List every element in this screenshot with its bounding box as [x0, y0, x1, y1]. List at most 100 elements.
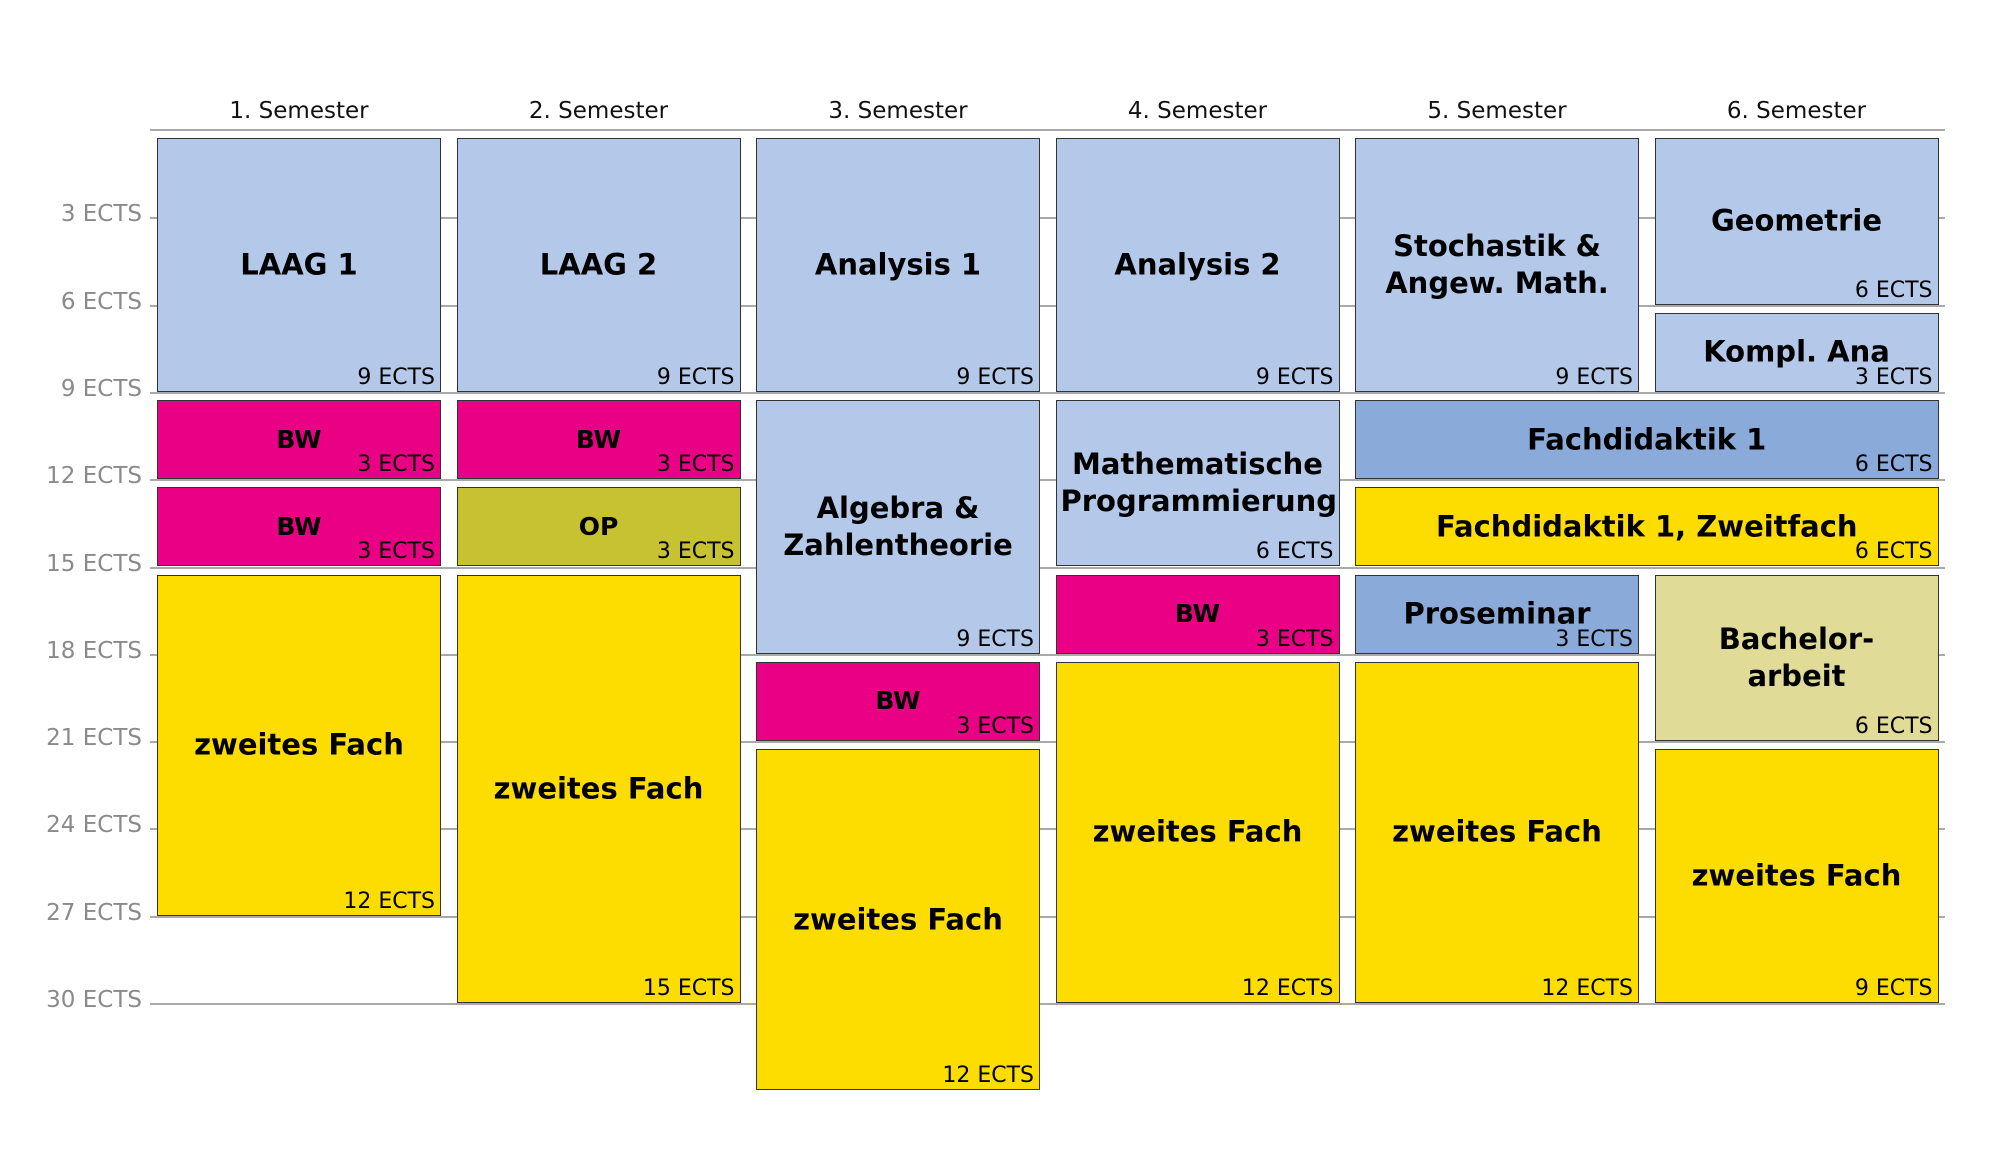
semester-header: 3. Semester: [828, 98, 968, 124]
module-block: LAAG 2 9 ECTS: [456, 138, 741, 392]
module-title: zweites Fach: [1691, 858, 1902, 893]
module-ects-label: 9 ECTS: [1255, 364, 1334, 390]
ects-axis-label: 21 ECTS: [46, 725, 142, 752]
ects-axis-label: 18 ECTS: [46, 637, 142, 664]
ects-axis-label: 15 ECTS: [46, 550, 142, 577]
module-block: BW 3 ECTS: [157, 399, 441, 480]
semester-header: 4. Semester: [1127, 98, 1268, 124]
module-title: Stochastik & Angew. Math.: [1385, 229, 1609, 300]
module-block: LAAG 1 9 ECTS: [157, 138, 441, 392]
module-block: Kompl. Ana 3 ECTS: [1654, 312, 1939, 392]
module-block: Analysis 1 9 ECTS: [756, 138, 1040, 392]
module-ects-label: 6 ECTS: [1854, 277, 1933, 303]
module-title: Geometrie: [1710, 203, 1883, 238]
module-block: zweites Fach 9 ECTS: [1654, 749, 1939, 1003]
semester-header: 5. Semester: [1427, 98, 1567, 124]
grid-line: [150, 566, 1945, 569]
module-block: Mathematische Programmierung 6 ECTS: [1055, 399, 1340, 567]
module-title: Proseminar: [1403, 596, 1591, 631]
module-ects-label: 3 ECTS: [956, 714, 1034, 740]
ects-axis-label: 3 ECTS: [60, 201, 142, 228]
semester-header: 2. Semester: [528, 98, 669, 124]
module-block: BW 3 ECTS: [157, 487, 441, 567]
module-ects-label: 6 ECTS: [1854, 714, 1933, 740]
ects-axis-label: 6 ECTS: [60, 288, 142, 315]
module-title: LAAG 1: [240, 247, 358, 282]
module-block: Analysis 2 9 ECTS: [1055, 138, 1340, 392]
module-ects-label: 15 ECTS: [642, 976, 735, 1001]
ects-axis-label: 9 ECTS: [60, 375, 142, 402]
grid-line: [150, 741, 1945, 744]
grid-line: [150, 217, 1945, 220]
ects-axis-label: 27 ECTS: [46, 899, 142, 926]
module-ects-label: 9 ECTS: [1555, 364, 1633, 390]
grid-line: [150, 304, 1945, 307]
module-title: zweites Fach: [493, 771, 704, 806]
grid-line: [150, 828, 1945, 831]
module-ects-label: 3 ECTS: [1255, 626, 1334, 652]
module-block: Bachelor- arbeit 6 ECTS: [1654, 574, 1939, 742]
module-ects-label: 9 ECTS: [956, 626, 1034, 652]
module-ects-label: 3 ECTS: [1854, 364, 1933, 390]
module-title: Fachdidaktik 1: [1527, 422, 1767, 457]
module-title: Mathematische Programmierung: [1060, 447, 1338, 519]
module-block: BW 3 ECTS: [456, 399, 741, 480]
grid-line: [150, 479, 1945, 482]
module-ects-label: 9 ECTS: [956, 364, 1034, 390]
module-title: OP: [578, 511, 619, 541]
module-ects-label: 9 ECTS: [656, 364, 735, 390]
module-title: BW: [575, 424, 622, 454]
module-title: Analysis 1: [814, 247, 982, 282]
module-title: BW: [276, 424, 322, 454]
module-block: zweites Fach 12 ECTS: [1355, 661, 1639, 1003]
module-title: zweites Fach: [1092, 814, 1303, 849]
grid-line: [150, 391, 1945, 394]
module-block: BW 3 ECTS: [756, 661, 1040, 742]
module-title: BW: [1174, 599, 1221, 629]
module-title: LAAG 2: [539, 247, 658, 282]
module-block: zweites Fach 12 ECTS: [756, 749, 1040, 1091]
module-ects-label: 12 ECTS: [942, 1063, 1034, 1089]
module-block: Algebra & Zahlentheorie 9 ECTS: [756, 399, 1040, 654]
module-title: BW: [875, 686, 921, 716]
module-title: zweites Fach: [194, 727, 404, 762]
semester-header: 6. Semester: [1726, 98, 1867, 124]
module-title: Algebra & Zahlentheorie: [783, 491, 1013, 562]
module-ects-label: 12 ECTS: [343, 888, 435, 914]
module-ects-label: 9 ECTS: [1854, 975, 1933, 1001]
module-block: OP 3 ECTS: [456, 487, 741, 567]
ects-axis-label: 30 ECTS: [46, 987, 142, 1013]
module-title: Analysis 2: [1114, 247, 1281, 282]
module-block: zweites Fach 15 ECTS: [456, 574, 741, 1003]
ects-axis-label: 12 ECTS: [46, 463, 142, 490]
module-ects-label: 12 ECTS: [1541, 975, 1633, 1001]
module-ects-label: 9 ECTS: [357, 364, 435, 390]
module-block: Fachdidaktik 1, Zweitfach 6 ECTS: [1355, 487, 1939, 567]
module-title: zweites Fach: [1392, 814, 1602, 849]
module-title: Fachdidaktik 1, Zweitfach: [1435, 509, 1858, 544]
module-ects-label: 12 ECTS: [1241, 975, 1334, 1001]
module-title: Kompl. Ana: [1703, 334, 1890, 369]
module-block: zweites Fach 12 ECTS: [1055, 661, 1340, 1003]
module-ects-label: 3 ECTS: [656, 452, 735, 478]
module-title: Bachelor- arbeit: [1718, 621, 1875, 693]
grid-line: [150, 1003, 1945, 1005]
module-ects-label: 3 ECTS: [357, 539, 435, 565]
module-block: zweites Fach 12 ECTS: [157, 574, 441, 916]
module-ects-label: 6 ECTS: [1854, 452, 1933, 478]
module-block: Stochastik & Angew. Math. 9 ECTS: [1355, 138, 1639, 392]
grid-line: [150, 915, 1945, 918]
module-title: zweites Fach: [793, 902, 1003, 937]
module-block: Geometrie 6 ECTS: [1654, 138, 1939, 305]
grid-line: [150, 653, 1945, 656]
module-ects-label: 6 ECTS: [1255, 539, 1334, 565]
module-block: Fachdidaktik 1 6 ECTS: [1355, 399, 1939, 480]
module-ects-label: 3 ECTS: [1555, 626, 1633, 652]
ects-axis-label: 24 ECTS: [46, 812, 142, 839]
module-ects-label: 6 ECTS: [1854, 539, 1933, 565]
module-ects-label: 3 ECTS: [656, 539, 735, 565]
module-title: BW: [276, 511, 322, 541]
semester-header: 1. Semester: [229, 98, 369, 124]
module-ects-label: 3 ECTS: [357, 452, 435, 478]
